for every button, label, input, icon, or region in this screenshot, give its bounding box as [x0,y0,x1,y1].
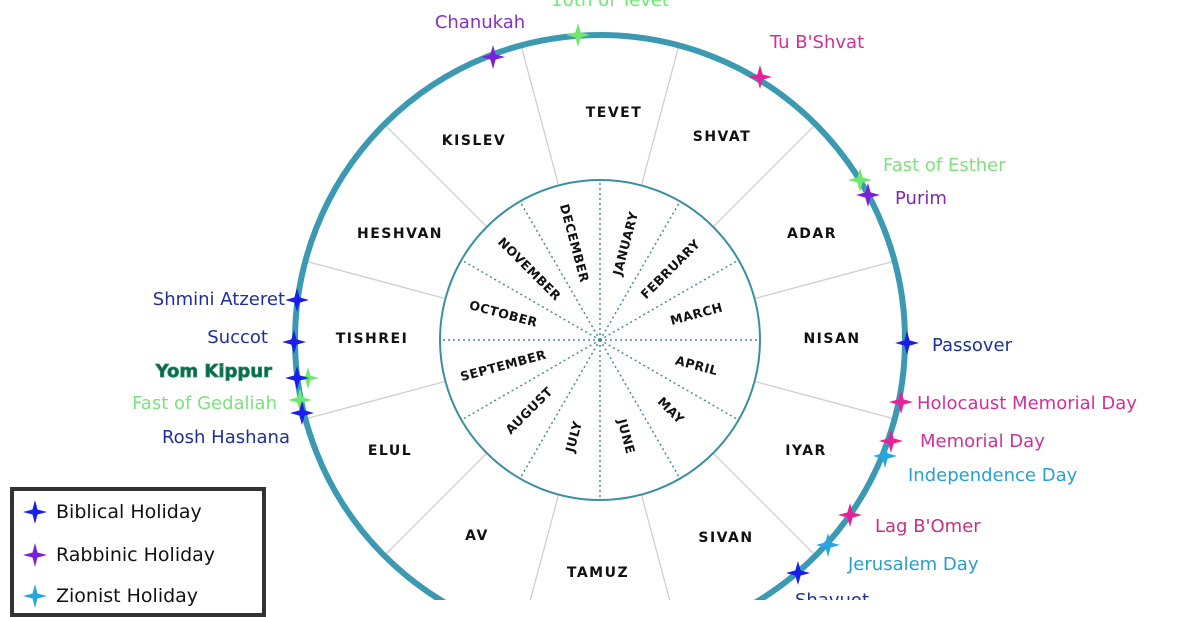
holiday-label-independence-day: Independence Day [908,465,1078,486]
hebrew-month-adar: ADAR [787,226,837,242]
modern-star-icon [879,429,903,453]
gregorian-divider [599,339,738,420]
zionist-star-icon [816,533,840,557]
holiday-label-chanukah: Chanukah [435,12,525,33]
legend-item-biblical: Biblical Holiday [22,499,202,525]
month-divider [529,494,560,600]
hebrew-month-labels: TEVET SHVAT ADAR NISAN IYAR SIVAN TAMUZ AV ELUL T… [336,105,860,581]
gregorian-divider [462,339,601,420]
hebrew-month-tevet: TEVET [586,105,643,121]
holiday-label-fast-of-esther: Fast of Esther [883,155,1006,176]
holiday-label-passover: Passover [932,335,1013,356]
gregorian-divider [462,260,601,341]
holiday-label-fast-of-gedaliah: Fast of Gedaliah [132,393,277,414]
gregorian-month-february: FEBRUARY [638,236,704,302]
gregorian-month-march: MARCH [669,299,725,327]
hebrew-month-kislev: KISLEV [442,133,506,149]
month-divider [307,380,446,420]
legend: Biblical Holiday Rabbinic Holiday Zionis… [10,487,266,617]
holiday-label-shmini-atzeret: Shmini Atzeret [153,289,285,310]
calendar-wheel: TEVET SHVAT ADAR NISAN IYAR SIVAN TAMUZ AV ELUL T… [132,0,1137,600]
holiday-label-tu-b-shvat: Tu B'Shvat [769,32,864,53]
hebrew-month-shvat: SHVAT [693,129,751,145]
holiday-label-shavuot: Shavuot [795,590,869,600]
legend-label: Rabbinic Holiday [56,544,216,566]
fast-star-icon [848,168,872,192]
zionist-star-icon [23,584,47,608]
modern-star-icon [889,390,913,414]
gregorian-month-december: DECEMBER [557,202,592,284]
holiday-label-jerusalem-day: Jerusalem Day [847,554,979,575]
month-divider [712,452,815,555]
modern-star-icon [748,65,772,89]
month-divider [385,452,488,555]
month-divider [754,260,893,300]
rabbinic-star-icon [481,45,505,69]
biblical-star-icon [786,561,810,585]
hebrew-month-tishrei: TISHREI [336,331,409,347]
fast-star-icon [566,23,590,47]
gregorian-month-november: NOVEMBER [495,234,564,303]
gregorian-month-august: AUGUST [502,384,555,437]
gregorian-divider [599,260,738,341]
gregorian-month-dividers [442,182,758,498]
inner-ring [439,179,761,501]
month-divider [754,380,893,420]
legend-label: Zionist Holiday [56,585,199,607]
biblical-star-icon [285,288,309,312]
biblical-star-icon [285,366,309,390]
holiday-label-holocaust-memorial-day: Holocaust Memorial Day [917,393,1137,414]
gregorian-divider [599,202,680,341]
hebrew-month-heshvan: HESHVAN [357,226,443,242]
hebrew-month-iyar: IYAR [785,443,827,459]
fast-star-icon [288,388,312,412]
hebrew-month-av: AV [465,528,489,544]
gregorian-month-july: JULY [562,419,585,455]
biblical-star-icon [895,331,919,355]
month-divider [712,125,815,228]
month-divider [640,47,680,186]
month-divider [640,494,671,600]
holiday-label-succot: Succot [207,327,268,348]
holiday-label-yom-kippur: Yom Kippur [155,361,272,382]
gregorian-divider [599,339,680,478]
holiday-label-purim: Purim [895,188,947,209]
rabbinic-star-icon [856,183,880,207]
month-divider [520,47,560,186]
gregorian-month-october: OCTOBER [468,297,540,330]
holiday-label-lag-b-omer: Lag B'Omer [875,516,981,537]
hebrew-month-dividers [307,47,893,600]
hebrew-month-tamuz: TAMUZ [567,565,629,581]
holiday-markers: Chanukah 10th of Tevet Tu B'Shvat Fast of E… [132,0,1137,600]
zionist-star-icon [873,444,897,468]
gregorian-month-may: MAY [655,394,688,427]
gregorian-month-january: JANUARY [609,209,641,278]
month-divider [385,125,488,228]
hebrew-month-elul: ELUL [368,443,412,459]
hebrew-month-nisan: NISAN [803,331,860,347]
gregorian-divider [520,202,601,341]
month-divider [307,260,446,300]
rabbinic-star-icon [23,543,47,567]
hebrew-month-sivan: SIVAN [698,530,753,546]
gregorian-month-april: APRIL [674,353,720,379]
legend-label: Biblical Holiday [56,501,202,523]
biblical-star-icon [282,330,306,354]
holiday-label-10th-of-tevet: 10th of Tevet [551,0,669,11]
holiday-label-rosh-hashana: Rosh Hashana [162,427,290,448]
legend-item-zionist: Zionist Holiday [22,583,198,609]
modern-star-icon [838,503,862,527]
legend-item-rabbinic: Rabbinic Holiday [22,542,215,568]
biblical-star-icon [290,401,314,425]
holiday-label-memorial-day: Memorial Day [920,431,1045,452]
biblical-star-icon [23,500,47,524]
gregorian-divider [520,339,601,478]
gregorian-month-june: JUNE [614,416,638,455]
